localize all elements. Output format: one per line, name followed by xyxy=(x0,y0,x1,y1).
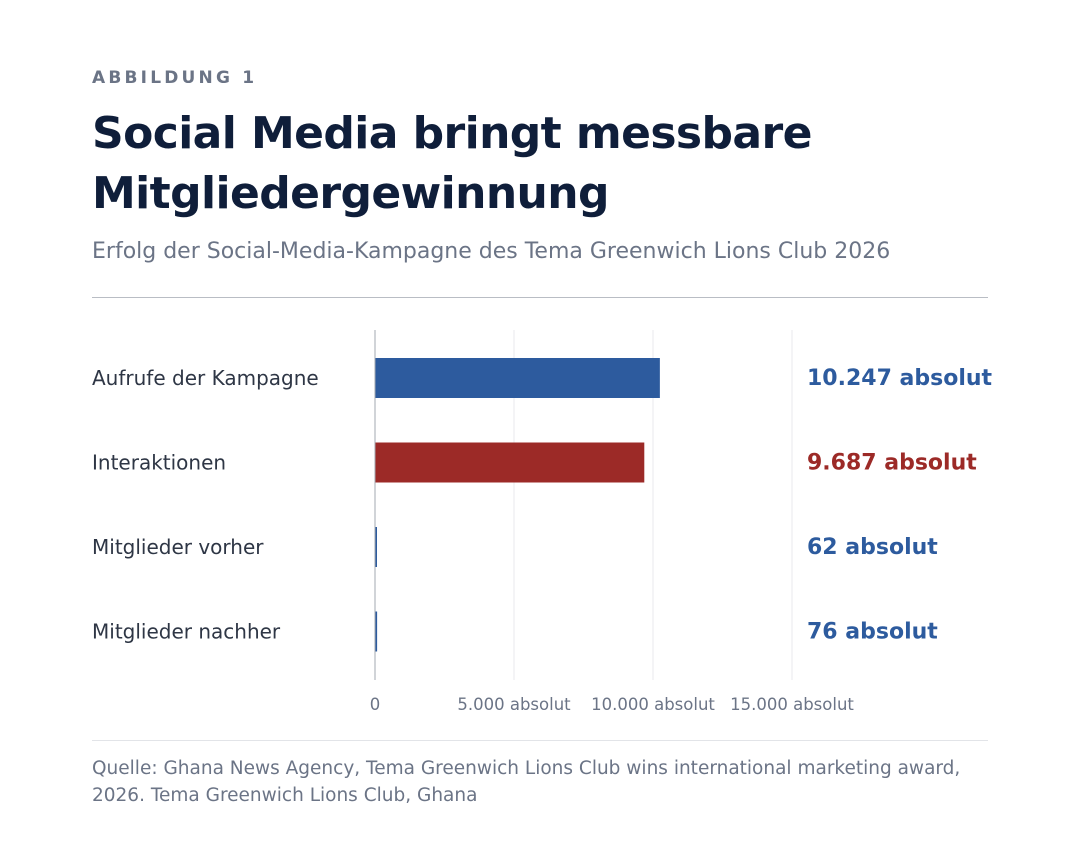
category-label-2: Mitglieder vorher xyxy=(92,535,264,559)
tick-label-3: 15.000 absolut xyxy=(730,695,854,714)
tick-label-1: 5.000 absolut xyxy=(457,695,571,714)
value-label-0: 10.247 absolut xyxy=(807,366,993,391)
figure-kicker: ABBILDUNG 1 xyxy=(92,68,258,88)
bar-1 xyxy=(375,442,645,483)
bar-2 xyxy=(375,527,377,567)
chart-title: Social Media bringt messbare Mitgliederg… xyxy=(92,108,812,219)
tick-label-2: 10.000 absolut xyxy=(591,695,715,714)
value-label-2: 62 absolut xyxy=(807,535,938,560)
source-note: Quelle: Ghana News Agency, Tema Greenwic… xyxy=(92,758,961,806)
header-divider xyxy=(92,297,988,298)
bar-3 xyxy=(375,611,378,652)
value-label-3: 76 absolut xyxy=(807,620,938,645)
tick-label-0: 0 xyxy=(370,695,381,714)
category-label-1: Interaktionen xyxy=(92,451,226,475)
category-label-3: Mitglieder nachher xyxy=(92,620,281,644)
bar-0 xyxy=(375,358,660,398)
chart-subtitle: Erfolg der Social-Media-Kampagne des Tem… xyxy=(92,239,891,264)
category-label-0: Aufrufe der Kampagne xyxy=(92,366,319,390)
footer-divider xyxy=(92,740,988,741)
value-label-1: 9.687 absolut xyxy=(807,451,977,476)
